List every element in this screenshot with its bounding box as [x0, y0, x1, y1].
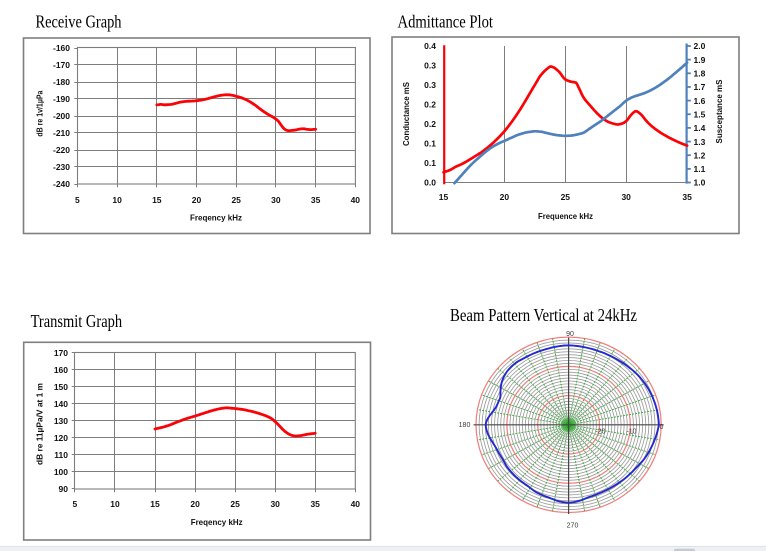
svg-text:40: 40 [351, 499, 361, 509]
svg-text:35: 35 [682, 192, 692, 202]
svg-text:1.5: 1.5 [694, 110, 706, 120]
svg-text:-240: -240 [53, 179, 70, 189]
svg-text:270: 270 [567, 522, 579, 529]
svg-text:-10: -10 [626, 428, 636, 435]
svg-text:-190: -190 [53, 94, 70, 104]
svg-text:-170: -170 [53, 60, 70, 70]
svg-text:15: 15 [439, 192, 449, 202]
svg-text:5: 5 [75, 195, 80, 205]
svg-text:120: 120 [54, 433, 68, 443]
svg-text:5: 5 [73, 499, 78, 509]
svg-text:Frequence kHz: Frequence kHz [538, 211, 593, 221]
svg-text:-160: -160 [53, 43, 70, 53]
svg-text:30: 30 [271, 195, 281, 205]
svg-text:30: 30 [621, 192, 631, 202]
svg-text:0.3: 0.3 [424, 80, 436, 90]
svg-text:Admittance Plot: Admittance Plot [398, 11, 494, 31]
svg-text:170: 170 [54, 348, 68, 358]
svg-text:35: 35 [310, 499, 320, 509]
svg-text:Conductance mS: Conductance mS [401, 82, 411, 146]
svg-text:dB re 1v/1µPa: dB re 1v/1µPa [35, 90, 45, 136]
svg-text:1.8: 1.8 [694, 69, 706, 79]
svg-text:0.2: 0.2 [424, 119, 436, 129]
svg-text:-180: -180 [53, 77, 70, 87]
svg-text:Beam Pattern Vertical at 24kHz: Beam Pattern Vertical at 24kHz [450, 305, 637, 325]
svg-text:20: 20 [190, 499, 200, 509]
svg-text:0.2: 0.2 [424, 100, 436, 110]
svg-text:Freqency kHz: Freqency kHz [190, 212, 242, 222]
svg-text:dB re 11µPa/V at 1 m: dB re 11µPa/V at 1 m [35, 383, 45, 465]
svg-text:130: 130 [54, 416, 68, 426]
svg-text:0.4: 0.4 [424, 41, 436, 51]
svg-text:100: 100 [54, 467, 68, 477]
svg-text:2.0: 2.0 [694, 41, 706, 51]
svg-text:Receive Graph: Receive Graph [36, 11, 122, 31]
svg-text:0.0: 0.0 [424, 178, 436, 188]
svg-text:Freqency kHz: Freqency kHz [191, 517, 243, 527]
svg-text:Susceptance mS: Susceptance mS [714, 79, 724, 143]
svg-text:15: 15 [150, 499, 160, 509]
svg-text:0.1: 0.1 [424, 139, 436, 149]
svg-text:20: 20 [192, 195, 202, 205]
svg-text:-20: -20 [595, 428, 605, 435]
svg-text:40: 40 [351, 195, 361, 205]
svg-text:Transmit Graph: Transmit Graph [31, 311, 123, 331]
svg-text:25: 25 [561, 192, 571, 202]
svg-text:1.6: 1.6 [694, 96, 706, 106]
svg-text:1.9: 1.9 [694, 55, 706, 65]
svg-text:1.2: 1.2 [694, 150, 706, 160]
svg-text:180: 180 [459, 422, 471, 429]
svg-text:90: 90 [566, 331, 574, 338]
svg-text:15: 15 [152, 195, 162, 205]
svg-text:160: 160 [54, 365, 68, 375]
svg-text:1.3: 1.3 [694, 137, 706, 147]
svg-text:1.4: 1.4 [694, 123, 706, 133]
svg-text:90: 90 [59, 484, 69, 494]
svg-text:0: 0 [660, 424, 664, 431]
svg-text:150: 150 [54, 382, 68, 392]
svg-text:0.3: 0.3 [424, 61, 436, 71]
svg-text:140: 140 [54, 399, 68, 409]
svg-text:20: 20 [500, 192, 510, 202]
svg-text:10: 10 [110, 499, 120, 509]
svg-text:110: 110 [54, 450, 68, 460]
svg-text:1.1: 1.1 [694, 164, 706, 174]
svg-text:10: 10 [112, 195, 122, 205]
svg-text:1.0: 1.0 [694, 178, 706, 188]
svg-text:0.1: 0.1 [424, 158, 436, 168]
svg-text:-220: -220 [53, 145, 70, 155]
svg-text:35: 35 [311, 195, 321, 205]
svg-text:-200: -200 [53, 111, 70, 121]
svg-text:-230: -230 [53, 162, 70, 172]
svg-text:25: 25 [231, 195, 241, 205]
svg-text:1.7: 1.7 [694, 82, 706, 92]
svg-text:30: 30 [270, 499, 280, 509]
svg-text:-210: -210 [53, 128, 70, 138]
svg-text:25: 25 [230, 499, 240, 509]
